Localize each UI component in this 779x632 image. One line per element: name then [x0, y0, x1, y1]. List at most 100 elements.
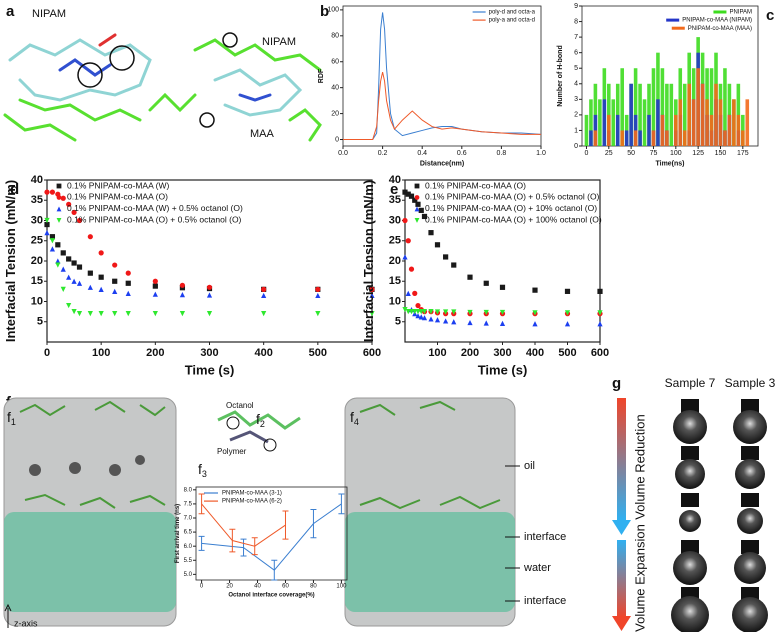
axis-note: z-axis	[14, 618, 38, 628]
x-tick-label: 0.8	[497, 150, 507, 157]
bar	[727, 114, 732, 146]
marker	[76, 217, 83, 224]
needle	[681, 399, 699, 413]
marker	[467, 309, 473, 316]
marker	[418, 314, 424, 320]
x-tick-label: 100	[92, 347, 110, 359]
bar	[665, 83, 669, 146]
y-tick-label: 15	[31, 275, 43, 287]
marker	[421, 315, 428, 321]
marker	[564, 288, 571, 294]
marker	[98, 311, 104, 317]
marker	[49, 234, 56, 240]
x-axis-title: Time (s)	[478, 363, 528, 378]
marker	[60, 286, 66, 292]
droplet	[675, 459, 705, 489]
error-bar	[240, 538, 247, 557]
y-tick-label: 40	[331, 85, 339, 92]
marker	[71, 260, 77, 266]
x-tick-label: 75	[650, 150, 658, 157]
marker	[152, 278, 158, 284]
x-tick-label: 40	[254, 584, 261, 590]
subpanel-index: 4	[354, 417, 359, 427]
subpanel-letter: f	[7, 409, 11, 425]
marker	[44, 217, 50, 224]
y-tick-label: 5.0	[184, 572, 193, 578]
x-tick-label: 400	[254, 347, 272, 359]
x-tick-label: 150	[715, 150, 727, 157]
bar	[718, 99, 723, 146]
line	[201, 503, 286, 547]
error-bar	[251, 537, 258, 556]
needle	[681, 446, 699, 460]
marker	[412, 290, 418, 296]
bar	[745, 99, 750, 146]
bar	[669, 83, 674, 146]
legend-swatch	[414, 183, 420, 189]
marker	[443, 318, 449, 324]
bar	[700, 83, 705, 146]
marker	[597, 321, 603, 327]
y-tick-label: 6.5	[184, 530, 193, 536]
legend-label: 0.1% PNIPAM-co-MAA (O) + 10% octanol (O)	[425, 203, 597, 213]
marker	[152, 311, 158, 317]
needle	[741, 399, 759, 413]
bar	[732, 99, 736, 146]
y-tick-label: 30	[31, 214, 43, 226]
marker	[87, 270, 93, 276]
marker	[434, 309, 441, 315]
droplet	[673, 551, 707, 585]
legend-label: 0.1% PNIPAM-co-MAA (W) + 0.5% octanol (O…	[67, 203, 243, 213]
bar	[651, 68, 656, 146]
marker	[98, 274, 104, 280]
x-tick-label: 1.0	[536, 150, 546, 157]
x-tick-label: 25	[605, 150, 613, 157]
marker	[499, 320, 506, 326]
marker	[483, 320, 489, 326]
legend-label: poly-d and octa-a	[489, 10, 536, 16]
droplet	[671, 596, 709, 632]
marker	[451, 309, 457, 315]
legend-label: PNIPAM	[729, 10, 752, 16]
legend-swatch	[56, 195, 62, 200]
marker	[369, 292, 375, 299]
marker	[402, 254, 408, 260]
error-bar	[310, 509, 317, 539]
x-axis-title: Distance(nm)	[420, 160, 464, 167]
bar	[620, 68, 624, 146]
marker	[206, 311, 213, 317]
needle	[681, 493, 699, 507]
y-tick-label: 7	[574, 34, 578, 41]
y-tick-label: 2	[574, 112, 578, 119]
marker	[415, 201, 421, 207]
x-tick-label: 0.0	[338, 150, 348, 157]
marker	[66, 256, 72, 262]
x-axis-title: Time(ns)	[655, 160, 684, 167]
layer-label: interface	[524, 531, 566, 543]
marker	[443, 309, 449, 315]
marker	[428, 309, 434, 315]
x-tick-label: 300	[200, 347, 218, 359]
x-tick-label: 125	[692, 150, 704, 157]
marker	[467, 319, 473, 326]
marker	[55, 262, 61, 268]
marker	[179, 292, 186, 298]
marker	[369, 311, 375, 317]
layer-label: interface	[524, 595, 566, 607]
marker	[206, 284, 213, 290]
marker	[532, 310, 538, 316]
bar	[665, 130, 669, 146]
x-tick-label: 80	[310, 584, 317, 590]
legend-label: PNIPAM-co-MAA (NIPAM)	[682, 18, 752, 24]
y-axis-title: Interfacial Tension (mN/m)	[3, 180, 18, 342]
marker	[55, 242, 61, 248]
bar	[660, 68, 665, 146]
subpanel-label: f1	[7, 409, 16, 428]
marker	[112, 311, 118, 317]
y-tick-label: 100	[327, 7, 339, 14]
marker	[66, 302, 72, 309]
needle	[741, 540, 759, 554]
x-tick-label: 20	[226, 584, 233, 590]
y-tick-label: 60	[331, 59, 339, 66]
marker	[415, 302, 421, 309]
